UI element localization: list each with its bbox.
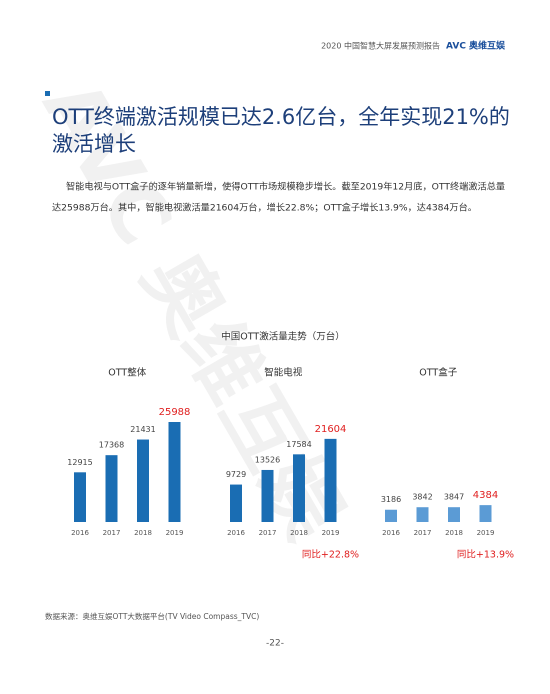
chart-title: OTT盒子	[419, 367, 457, 379]
value-label: 3842	[412, 493, 432, 502]
bar	[385, 509, 397, 522]
x-tick-label: 2019	[166, 529, 184, 537]
x-tick-label: 2018	[290, 529, 308, 537]
x-tick-label: 2017	[259, 529, 277, 537]
bar	[293, 454, 305, 522]
x-tick-label: 2018	[134, 529, 152, 537]
bar	[74, 472, 86, 522]
bar	[230, 484, 242, 522]
title-accent	[45, 91, 50, 96]
value-label: 17584	[286, 440, 311, 449]
report-name: 2020 中国智慧大屏发展预测报告	[321, 41, 440, 51]
source: 数据来源：奥维互娱OTT大数据平台(TV Video Compass_TVC)	[45, 611, 259, 621]
bar	[137, 439, 149, 522]
chart-title: OTT整体	[108, 367, 146, 379]
figure-title: 中国OTT激活量走势（万台）	[221, 331, 344, 343]
x-tick-label: 2016	[382, 529, 400, 537]
page-number: -22-	[266, 639, 284, 649]
value-label: 21431	[130, 425, 155, 434]
x-tick-label: 2017	[103, 529, 121, 537]
value-label: 3186	[381, 495, 401, 504]
x-tick-label: 2018	[445, 529, 463, 537]
bar	[416, 507, 429, 522]
x-tick-label: 2017	[414, 529, 432, 537]
value-label: 13526	[255, 455, 280, 464]
title-line: 激活增长	[52, 132, 136, 156]
value-label: 9729	[226, 470, 246, 479]
x-tick-label: 2019	[322, 529, 340, 537]
annotation: 同比+22.8%	[302, 549, 359, 561]
value-label: 3847	[444, 493, 464, 502]
x-tick-label: 2016	[71, 529, 89, 537]
value-label: 4384	[473, 490, 498, 501]
bar	[479, 505, 492, 522]
value-label: 25988	[159, 407, 191, 418]
bar	[324, 438, 337, 522]
bar	[168, 422, 181, 522]
x-tick-label: 2019	[477, 529, 495, 537]
title-line: OTT终端激活规模已达2.6亿台，全年实现21%的	[52, 105, 510, 129]
body-text: 智能电视与OTT盒子的逐年销量新增，使得OTT市场规模稳步增长。截至2019年1…	[66, 181, 505, 193]
chart-title: 智能电视	[264, 367, 303, 379]
value-label: 17368	[99, 441, 124, 450]
value-label: 12915	[67, 458, 92, 467]
bar	[105, 455, 118, 522]
x-tick-label: 2016	[227, 529, 245, 537]
bar	[261, 469, 274, 522]
bar	[448, 507, 460, 522]
logo: AVC 奥维互娱	[446, 40, 506, 52]
body-text: 达25988万台。其中，智能电视激活量21604万台，增长22.8%；OTT盒子…	[52, 202, 477, 214]
value-label: 21604	[315, 424, 347, 435]
annotation: 同比+13.9%	[457, 549, 514, 561]
